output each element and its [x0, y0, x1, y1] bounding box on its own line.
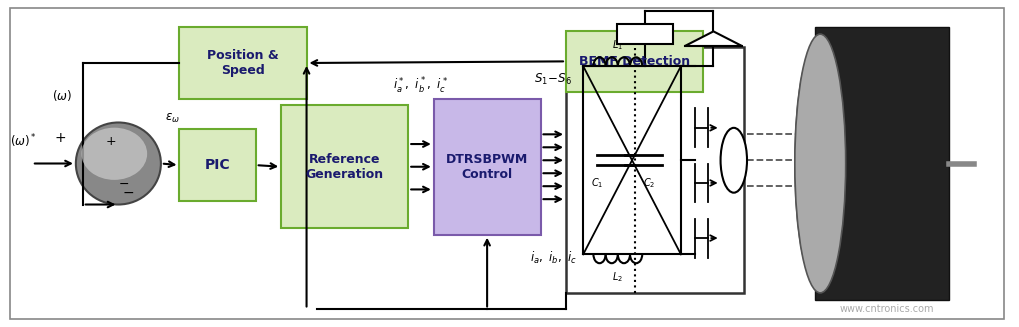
Polygon shape	[685, 31, 741, 46]
FancyBboxPatch shape	[179, 27, 307, 99]
Text: Position &
Speed: Position & Speed	[207, 49, 278, 77]
Text: $S_1\!-\!S_6$: $S_1\!-\!S_6$	[534, 72, 572, 87]
Text: Reference
Generation: Reference Generation	[306, 153, 383, 181]
Text: $L_2$: $L_2$	[611, 270, 623, 284]
Text: +: +	[55, 130, 66, 145]
FancyBboxPatch shape	[433, 99, 540, 235]
Text: PIC: PIC	[205, 158, 230, 172]
Text: $i_a,\ i_b,\ i_c$: $i_a,\ i_b,\ i_c$	[529, 250, 576, 266]
Text: $(\omega)^*$: $(\omega)^*$	[10, 132, 37, 150]
Text: DTRSBPWM
Control: DTRSBPWM Control	[445, 153, 528, 181]
Ellipse shape	[82, 128, 147, 180]
Text: $\varepsilon_\omega$: $\varepsilon_\omega$	[165, 112, 179, 125]
Text: −: −	[122, 186, 135, 200]
Text: $C_1$: $C_1$	[590, 176, 603, 190]
FancyBboxPatch shape	[281, 105, 408, 228]
FancyBboxPatch shape	[566, 47, 743, 293]
Text: www.cntronics.com: www.cntronics.com	[839, 304, 932, 314]
Text: $C_2$: $C_2$	[642, 176, 654, 190]
FancyBboxPatch shape	[616, 24, 673, 43]
Text: −: −	[119, 178, 129, 191]
Ellipse shape	[794, 34, 845, 293]
Text: +: +	[105, 135, 116, 147]
Text: BEMF Detection: BEMF Detection	[579, 55, 690, 68]
Ellipse shape	[719, 128, 746, 193]
Ellipse shape	[794, 48, 835, 279]
FancyBboxPatch shape	[814, 27, 948, 300]
Text: $(\omega)$: $(\omega)$	[52, 88, 72, 103]
Text: $L_1$: $L_1$	[611, 38, 623, 52]
FancyBboxPatch shape	[179, 129, 256, 201]
FancyBboxPatch shape	[566, 30, 702, 92]
Text: $i_a^*,\ i_b^*,\ i_c^*$: $i_a^*,\ i_b^*,\ i_c^*$	[393, 76, 448, 96]
Ellipse shape	[75, 123, 161, 204]
